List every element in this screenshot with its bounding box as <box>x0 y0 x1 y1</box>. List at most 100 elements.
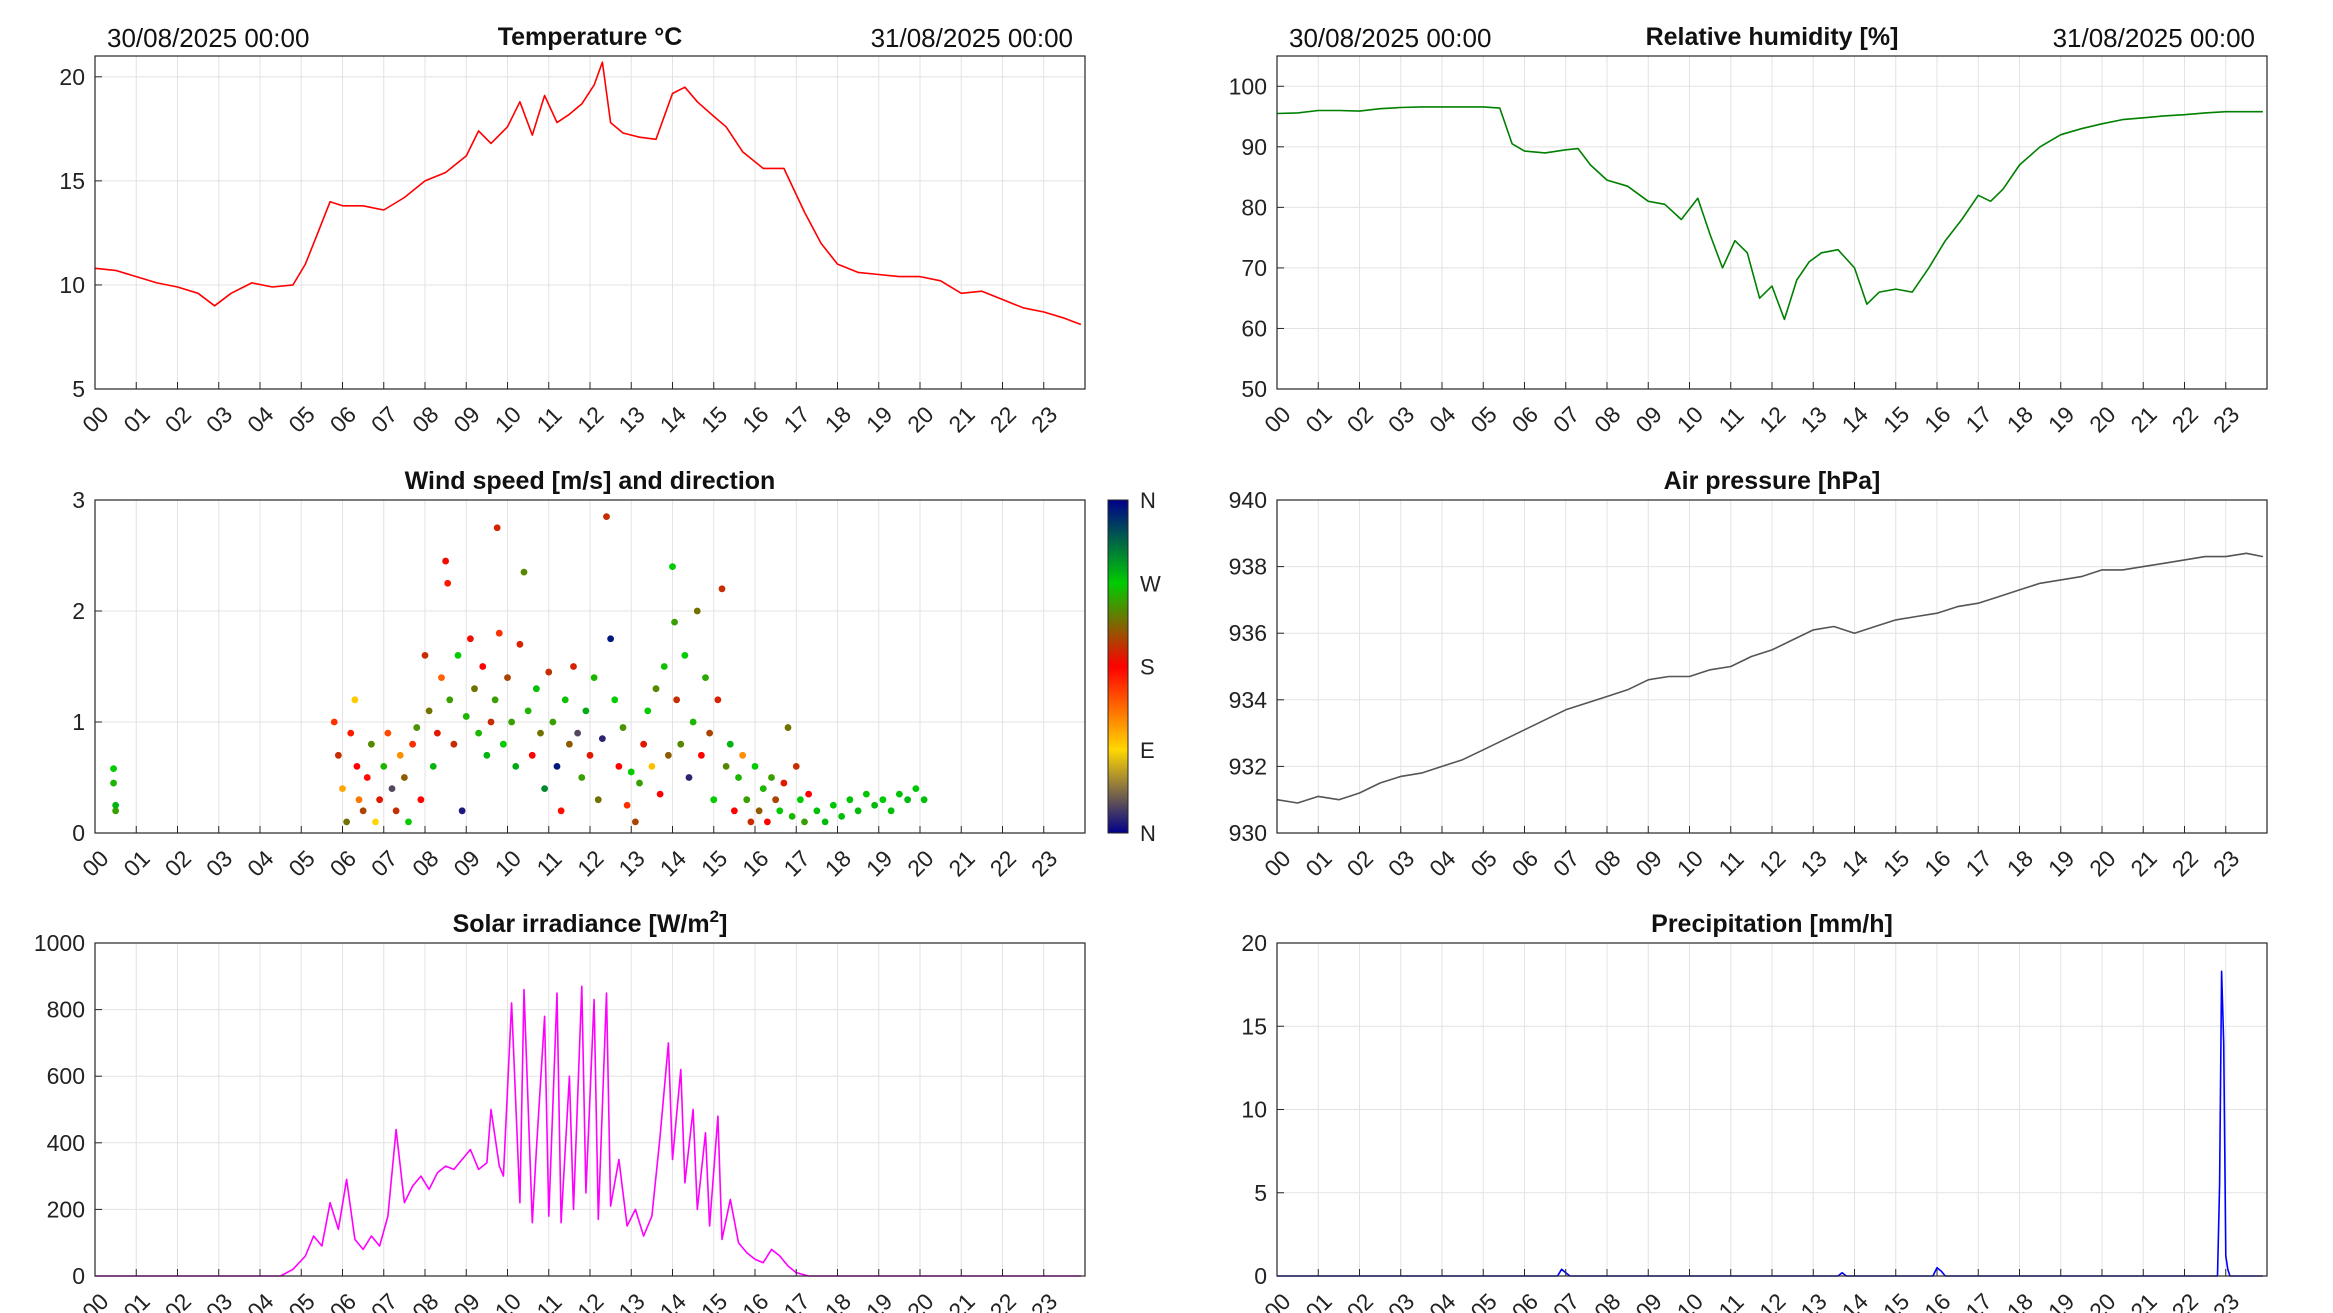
x-tick-label: 02 <box>1342 1288 1378 1313</box>
data-point <box>598 735 606 743</box>
x-tick-label: 02 <box>160 1288 196 1313</box>
date-end-label: 31/08/2025 00:00 <box>2053 23 2255 53</box>
chart-title-text: Temperature °C <box>498 23 683 51</box>
x-tick-label: 23 <box>1026 1288 1062 1313</box>
data-point <box>433 729 441 737</box>
data-point <box>607 635 615 643</box>
x-tick-label: 22 <box>985 1288 1021 1313</box>
data-point <box>652 685 660 693</box>
y-tick-label: 0 <box>72 1263 85 1289</box>
data-point <box>739 751 747 759</box>
chart-title: Air pressure [hPa] <box>1664 467 1881 495</box>
chart-title-text: Relative humidity [%] <box>1646 23 1899 51</box>
data-point <box>409 740 417 748</box>
data-point <box>710 796 718 804</box>
series-line-humidity <box>1276 106 2263 321</box>
data-point <box>351 696 359 704</box>
data-point <box>792 763 800 770</box>
data-point <box>421 652 429 659</box>
x-tick-label: 05 <box>283 845 319 881</box>
y-tick-label: 5 <box>72 376 85 402</box>
x-tick-label: 18 <box>2002 1288 2038 1313</box>
x-tick-label: 18 <box>820 1288 856 1313</box>
x-tick-label: 10 <box>1672 845 1708 881</box>
data-point <box>561 696 569 704</box>
x-tick-label: 05 <box>1465 1288 1501 1313</box>
data-point <box>895 790 903 798</box>
y-tick-label: 400 <box>47 1130 85 1156</box>
x-tick-label: 13 <box>613 845 649 881</box>
x-tick-label: 09 <box>1630 401 1666 437</box>
data-point <box>462 713 470 720</box>
data-point <box>450 740 458 748</box>
data-point <box>854 807 862 815</box>
data-point <box>565 740 573 748</box>
chart-title-text: Wind speed [m/s] and direction <box>405 467 776 495</box>
data-point <box>796 796 804 804</box>
chart-title-superscript: 2 <box>710 907 719 926</box>
x-tick-label: 16 <box>737 1288 773 1313</box>
x-tick-label: 10 <box>490 1288 526 1313</box>
data-point <box>887 807 895 815</box>
x-tick-label: 16 <box>737 401 773 437</box>
x-tick-label: 15 <box>696 401 732 437</box>
x-tick-label: 04 <box>1424 845 1461 882</box>
x-tick-label: 20 <box>902 1288 938 1313</box>
x-tick-label: 14 <box>655 401 692 438</box>
data-point <box>871 801 879 809</box>
data-point <box>702 674 709 681</box>
x-tick-label: 21 <box>2125 401 2161 437</box>
series-line-pressure <box>1276 552 2264 804</box>
x-tick-label: 01 <box>118 401 154 437</box>
x-tick-label: 12 <box>1754 845 1790 881</box>
x-tick-label: 02 <box>1342 401 1378 437</box>
data-point <box>499 740 507 748</box>
data-point <box>516 640 524 648</box>
data-point <box>353 763 361 770</box>
data-point <box>726 740 734 748</box>
series-line-solar <box>95 985 1081 1277</box>
data-point <box>392 807 400 815</box>
data-point <box>367 740 375 748</box>
x-tick-label: 13 <box>1795 1288 1831 1313</box>
y-tick-label: 90 <box>1241 134 1267 160</box>
x-tick-label: 22 <box>985 401 1021 437</box>
x-tick-label: 16 <box>1919 1288 1955 1313</box>
data-point <box>400 774 408 781</box>
chart-title-text: Air pressure [hPa] <box>1664 467 1881 495</box>
x-tick-label: 10 <box>1672 1288 1708 1313</box>
x-tick-label: 18 <box>820 845 856 881</box>
chart-precip: 00 01 02 03 04 05 06 07 08 09 10 11 12 13 14 15 16 17 18 19… <box>1241 910 2268 1313</box>
x-tick-label: 03 <box>201 1288 237 1313</box>
x-tick-label: 02 <box>1342 845 1378 881</box>
x-tick-label: 06 <box>325 1288 361 1313</box>
x-tick-label: 01 <box>1300 1288 1336 1313</box>
data-point <box>780 779 788 787</box>
x-tick-label: 17 <box>1960 845 1996 881</box>
data-point <box>112 801 120 809</box>
data-point <box>920 796 928 804</box>
x-tick-label: 03 <box>1383 1288 1419 1313</box>
x-tick-label: 11 <box>1713 402 1748 437</box>
x-tick-label: 08 <box>1589 1288 1625 1313</box>
x-tick-label: 00 <box>77 845 113 881</box>
y-tick-label: 10 <box>59 272 85 298</box>
x-tick-label: 21 <box>943 845 979 881</box>
x-tick-label: 11 <box>1713 846 1748 881</box>
y-tick-label: 930 <box>1229 820 1267 846</box>
data-point <box>671 618 678 626</box>
y-tick-label: 0 <box>1254 1263 1267 1289</box>
x-tick-label: 03 <box>1383 401 1419 437</box>
data-point <box>376 796 384 804</box>
data-point <box>471 685 478 693</box>
chart-title-text: Precipitation [mm/h] <box>1651 910 1893 938</box>
x-tick-label: 05 <box>1465 845 1501 881</box>
x-tick-label: 10 <box>490 401 526 437</box>
data-point <box>549 718 557 726</box>
x-tick-label: 08 <box>1589 401 1625 437</box>
data-point <box>801 818 808 826</box>
x-tick-label: 13 <box>613 401 649 437</box>
x-tick-label: 07 <box>366 845 402 881</box>
data-point <box>372 818 379 826</box>
x-tick-label: 15 <box>696 1288 732 1313</box>
